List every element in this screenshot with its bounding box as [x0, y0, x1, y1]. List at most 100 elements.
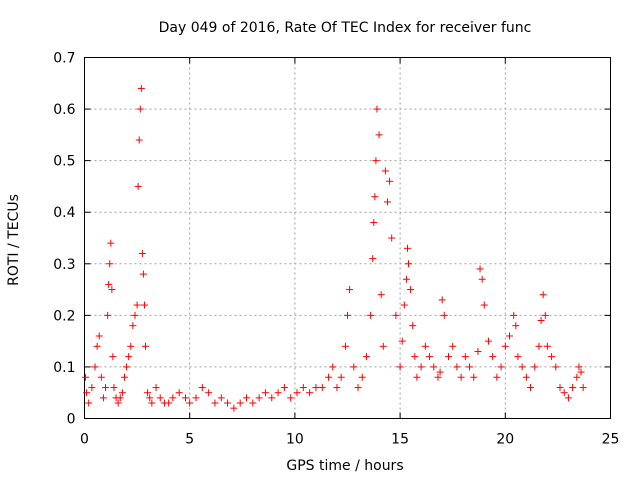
data-point [156, 394, 164, 402]
y-tick-label: 0.7 [53, 51, 75, 67]
data-point [457, 373, 465, 381]
data-point [461, 353, 469, 361]
data-point [104, 311, 112, 319]
data-point [371, 193, 379, 201]
data-point [318, 384, 326, 392]
data-point [138, 249, 146, 257]
data-point [134, 182, 142, 190]
x-tick-label: 5 [185, 432, 194, 448]
data-point [205, 389, 213, 397]
data-point [106, 260, 114, 268]
data-point [268, 394, 276, 402]
data-point [373, 105, 381, 113]
data-point [569, 384, 577, 392]
data-point [105, 280, 113, 288]
data-point [255, 394, 263, 402]
x-tick-label: 15 [391, 432, 409, 448]
data-point [136, 105, 144, 113]
data-point [358, 373, 366, 381]
data-point [230, 404, 238, 412]
data-point [400, 301, 408, 309]
data-point [449, 342, 457, 350]
data-point [493, 373, 501, 381]
data-point [396, 363, 404, 371]
data-point [131, 311, 139, 319]
y-tick-label: 0.5 [53, 154, 75, 170]
data-point [438, 296, 446, 304]
chart-title: Day 049 of 2016, Rate Of TEC Index for r… [159, 20, 532, 36]
data-point [140, 301, 148, 309]
data-point [514, 353, 522, 361]
data-point [287, 394, 295, 402]
data-point [370, 219, 378, 227]
data-point [444, 353, 452, 361]
data-point [346, 286, 354, 294]
data-point [243, 394, 251, 402]
data-point [142, 342, 150, 350]
data-point [501, 342, 509, 350]
data-point [476, 265, 484, 273]
data-point [88, 384, 96, 392]
data-point [543, 342, 551, 350]
data-point [539, 291, 547, 299]
data-point [527, 384, 535, 392]
data-point [329, 363, 337, 371]
y-axis-label: ROTI / TECUs [6, 194, 22, 286]
data-point [137, 84, 145, 92]
data-point [434, 373, 442, 381]
x-axis-label: GPS time / hours [286, 458, 403, 474]
data-point [354, 384, 362, 392]
data-point [411, 353, 419, 361]
data-point [333, 384, 341, 392]
data-point [133, 301, 141, 309]
data-point [280, 384, 288, 392]
data-point [118, 389, 126, 397]
data-point [548, 353, 556, 361]
data-point [552, 363, 560, 371]
data-point [274, 389, 282, 397]
data-point [85, 399, 93, 407]
data-point [144, 389, 152, 397]
data-point [344, 311, 351, 319]
data-point [377, 291, 385, 299]
data-point [375, 131, 383, 139]
data-point [405, 260, 413, 268]
data-point [564, 394, 572, 402]
y-tick-label: 0.4 [53, 205, 75, 221]
data-point [381, 167, 389, 175]
data-point [407, 286, 415, 294]
data-point [175, 389, 183, 397]
data-points [82, 84, 587, 412]
data-point [82, 373, 90, 381]
data-point [535, 342, 543, 350]
y-tick-label: 0.6 [53, 102, 75, 118]
data-point [421, 342, 429, 350]
data-point [484, 337, 492, 345]
data-point [192, 394, 200, 402]
data-point [129, 322, 137, 330]
data-point [186, 399, 194, 407]
data-point [261, 389, 269, 397]
axis-ticks [84, 57, 611, 419]
data-point [236, 399, 244, 407]
data-point [293, 389, 301, 397]
data-point [120, 373, 128, 381]
data-point [379, 342, 387, 350]
data-point [306, 389, 314, 397]
data-point [325, 373, 333, 381]
data-point [152, 384, 160, 392]
y-tick-label: 0.1 [53, 360, 75, 376]
data-point [224, 399, 232, 407]
data-point [426, 353, 434, 361]
data-point [367, 311, 375, 319]
data-point [402, 275, 410, 283]
data-point [114, 399, 122, 407]
y-tick-label: 0 [67, 412, 76, 428]
data-point [181, 394, 189, 402]
data-point [510, 311, 518, 319]
data-point [478, 275, 486, 283]
data-point [417, 363, 425, 371]
data-point [123, 363, 131, 371]
data-point [470, 373, 478, 381]
data-point [436, 368, 444, 376]
